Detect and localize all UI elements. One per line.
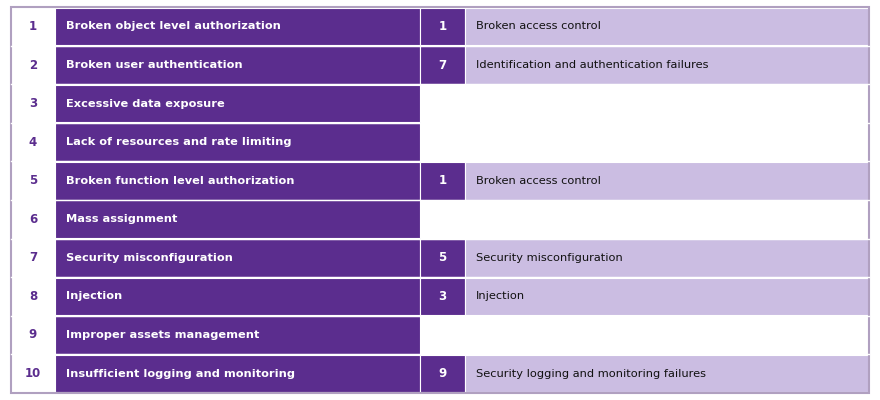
Text: Injection: Injection — [476, 291, 525, 302]
FancyBboxPatch shape — [11, 278, 55, 315]
FancyBboxPatch shape — [421, 46, 465, 84]
Text: 1: 1 — [438, 20, 447, 33]
Text: 7: 7 — [29, 251, 37, 264]
FancyBboxPatch shape — [11, 123, 55, 161]
FancyBboxPatch shape — [11, 162, 55, 200]
FancyBboxPatch shape — [55, 162, 421, 200]
Text: Insufficient logging and monitoring: Insufficient logging and monitoring — [66, 368, 295, 378]
FancyBboxPatch shape — [11, 200, 55, 238]
FancyBboxPatch shape — [465, 239, 869, 277]
FancyBboxPatch shape — [465, 46, 869, 84]
FancyBboxPatch shape — [421, 8, 465, 45]
Text: Security logging and monitoring failures: Security logging and monitoring failures — [476, 368, 707, 378]
Text: 3: 3 — [438, 290, 447, 303]
FancyBboxPatch shape — [55, 85, 421, 122]
FancyBboxPatch shape — [11, 46, 55, 84]
Text: 9: 9 — [29, 328, 37, 342]
Text: Identification and authentication failures: Identification and authentication failur… — [476, 60, 709, 70]
FancyBboxPatch shape — [55, 200, 421, 238]
FancyBboxPatch shape — [421, 278, 465, 315]
Text: Broken access control: Broken access control — [476, 176, 601, 186]
Text: Broken access control: Broken access control — [476, 22, 601, 32]
FancyBboxPatch shape — [55, 46, 421, 84]
Text: Broken function level authorization: Broken function level authorization — [66, 176, 294, 186]
FancyBboxPatch shape — [465, 8, 869, 45]
Text: 6: 6 — [29, 213, 37, 226]
Text: 5: 5 — [29, 174, 37, 187]
FancyBboxPatch shape — [55, 8, 421, 45]
Text: Lack of resources and rate limiting: Lack of resources and rate limiting — [66, 137, 291, 147]
Text: 1: 1 — [438, 174, 447, 187]
Text: Broken user authentication: Broken user authentication — [66, 60, 242, 70]
FancyBboxPatch shape — [55, 123, 421, 161]
FancyBboxPatch shape — [11, 316, 55, 354]
FancyBboxPatch shape — [11, 8, 55, 45]
Text: 5: 5 — [438, 251, 447, 264]
Text: 3: 3 — [29, 97, 37, 110]
FancyBboxPatch shape — [11, 355, 55, 392]
Text: Excessive data exposure: Excessive data exposure — [66, 99, 224, 109]
FancyBboxPatch shape — [421, 239, 465, 277]
Text: 1: 1 — [29, 20, 37, 33]
FancyBboxPatch shape — [55, 355, 421, 392]
Text: Broken object level authorization: Broken object level authorization — [66, 22, 281, 32]
Text: Security misconfiguration: Security misconfiguration — [476, 253, 623, 263]
FancyBboxPatch shape — [421, 355, 465, 392]
Text: 10: 10 — [25, 367, 41, 380]
Text: Improper assets management: Improper assets management — [66, 330, 259, 340]
FancyBboxPatch shape — [55, 278, 421, 315]
FancyBboxPatch shape — [465, 162, 869, 200]
Text: 9: 9 — [438, 367, 447, 380]
FancyBboxPatch shape — [11, 85, 55, 122]
Text: Mass assignment: Mass assignment — [66, 214, 177, 224]
FancyBboxPatch shape — [55, 239, 421, 277]
Text: 2: 2 — [29, 58, 37, 72]
Text: 8: 8 — [29, 290, 37, 303]
FancyBboxPatch shape — [11, 239, 55, 277]
Text: 4: 4 — [29, 136, 37, 149]
FancyBboxPatch shape — [465, 278, 869, 315]
FancyBboxPatch shape — [421, 162, 465, 200]
FancyBboxPatch shape — [11, 7, 869, 393]
Text: Security misconfiguration: Security misconfiguration — [66, 253, 232, 263]
FancyBboxPatch shape — [465, 355, 869, 392]
Text: Injection: Injection — [66, 291, 122, 302]
FancyBboxPatch shape — [55, 316, 421, 354]
Text: 7: 7 — [438, 58, 447, 72]
